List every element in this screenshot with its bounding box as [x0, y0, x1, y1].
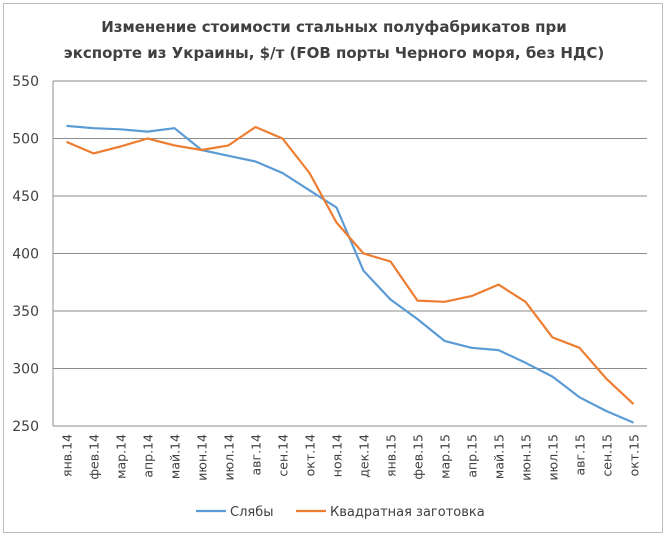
- x-tick-label: май.14: [168, 434, 183, 479]
- x-tick-label: апр.15: [465, 434, 480, 478]
- x-tick-label: сен.15: [600, 434, 615, 477]
- x-tick-label: июл.15: [546, 434, 561, 481]
- x-tick-label: мар.14: [114, 434, 129, 479]
- x-tick-label: фев.14: [87, 434, 102, 480]
- legend: Слябы Квадратная заготовка: [196, 505, 485, 520]
- x-tick-label: авг.14: [249, 434, 264, 476]
- x-axis: янв.14 фев.14 мар.14 апр.14 май.14 июн.14 июл.…: [60, 434, 642, 481]
- y-tick-label: 250: [12, 419, 39, 435]
- x-tick-label: апр.14: [141, 434, 156, 478]
- x-tick-label: окт.15: [627, 434, 642, 476]
- series-line: [66, 124, 634, 424]
- x-tick-label: июн.15: [519, 434, 534, 481]
- x-tick-label: дек.14: [357, 434, 372, 478]
- x-tick-label: янв.14: [60, 434, 75, 477]
- x-tick-label: мар.15: [438, 434, 453, 479]
- chart-frame: [3, 3, 663, 533]
- y-tick-label: 300: [12, 362, 39, 378]
- gridlines: [53, 80, 647, 427]
- legend-label: Слябы: [230, 505, 274, 520]
- x-tick-label: янв.15: [384, 434, 399, 477]
- chart-title-line-1: Изменение стоимости стальных полуфабрика…: [101, 18, 567, 36]
- series-lines: [66, 124, 635, 424]
- chart-title-line-2: экспорте из Украины, $/т (FOB порты Черн…: [63, 44, 605, 62]
- x-tick-label: май.15: [492, 434, 507, 479]
- x-tick-label: ноя.14: [330, 434, 345, 477]
- series-line: [66, 125, 635, 405]
- x-tick-label: сен.14: [276, 434, 291, 477]
- x-tick-label: фев.15: [411, 434, 426, 480]
- chart-title: Изменение стоимости стальных полуфабрика…: [0, 14, 668, 66]
- legend-label: Квадратная заготовка: [330, 505, 485, 520]
- x-tick-label: июл.14: [222, 434, 237, 481]
- y-axis: 250 300 350 400 450 500 550: [12, 74, 54, 435]
- x-tick-label: окт.14: [303, 434, 318, 476]
- y-tick-label: 400: [12, 247, 39, 263]
- y-tick-label: 550: [12, 74, 39, 90]
- x-tick-label: июн.14: [195, 434, 210, 481]
- y-tick-label: 350: [12, 304, 39, 320]
- x-tick-label: авг.15: [573, 434, 588, 475]
- y-tick-label: 500: [12, 132, 39, 148]
- y-tick-label: 450: [12, 189, 39, 205]
